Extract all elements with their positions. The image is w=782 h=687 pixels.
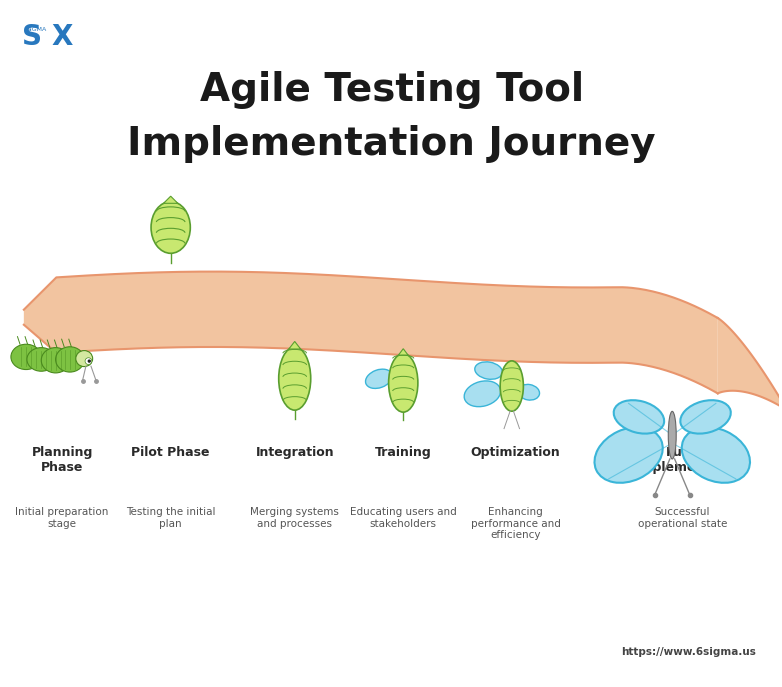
Text: Successful
operational state: Successful operational state: [637, 507, 727, 529]
Polygon shape: [398, 349, 408, 355]
Ellipse shape: [465, 381, 500, 407]
Text: Optimization: Optimization: [471, 446, 561, 459]
Ellipse shape: [475, 362, 502, 379]
Text: Planning
Phase: Planning Phase: [31, 446, 93, 474]
Text: Merging systems
and processes: Merging systems and processes: [250, 507, 339, 529]
Polygon shape: [718, 318, 782, 410]
Text: S: S: [22, 23, 42, 52]
Ellipse shape: [76, 350, 92, 367]
Ellipse shape: [518, 385, 540, 400]
Ellipse shape: [680, 401, 731, 433]
Text: Implementation Journey: Implementation Journey: [127, 126, 656, 164]
Text: Agile Testing Tool: Agile Testing Tool: [199, 71, 583, 109]
Ellipse shape: [27, 348, 56, 371]
Text: Fully
Implemented: Fully Implemented: [636, 446, 729, 474]
Ellipse shape: [594, 427, 663, 483]
Ellipse shape: [151, 201, 190, 254]
Polygon shape: [23, 271, 718, 394]
Ellipse shape: [365, 369, 393, 388]
Text: https://www.6sigma.us: https://www.6sigma.us: [621, 647, 756, 657]
Ellipse shape: [614, 401, 664, 433]
Text: Testing the initial
plan: Testing the initial plan: [126, 507, 215, 529]
Ellipse shape: [41, 348, 70, 373]
Text: X: X: [52, 23, 73, 52]
Ellipse shape: [389, 354, 418, 412]
Polygon shape: [289, 341, 300, 349]
Ellipse shape: [682, 427, 750, 483]
Ellipse shape: [11, 344, 41, 370]
Polygon shape: [163, 196, 178, 203]
Ellipse shape: [278, 347, 310, 410]
Ellipse shape: [56, 347, 84, 372]
Ellipse shape: [669, 412, 676, 459]
Text: Initial preparation
stage: Initial preparation stage: [16, 507, 109, 529]
Ellipse shape: [85, 358, 91, 365]
Text: Pilot Phase: Pilot Phase: [131, 446, 210, 459]
Text: Integration: Integration: [256, 446, 334, 459]
Text: Enhancing
performance and
efficiency: Enhancing performance and efficiency: [471, 507, 561, 540]
Ellipse shape: [500, 361, 523, 412]
Text: Training: Training: [375, 446, 432, 459]
Text: Educating users and
stakeholders: Educating users and stakeholders: [350, 507, 457, 529]
Ellipse shape: [88, 359, 91, 363]
Text: SIGMA: SIGMA: [27, 27, 47, 32]
